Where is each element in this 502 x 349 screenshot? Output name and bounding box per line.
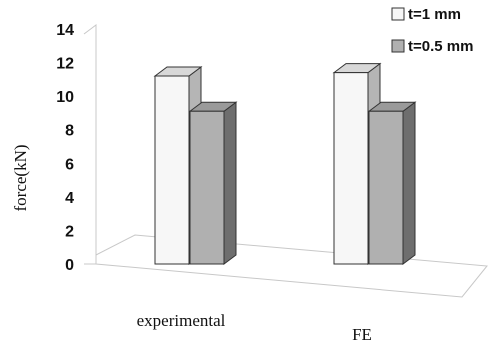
bar-side [223,101,237,265]
y-tick-label: 4 [65,190,74,207]
legend-item: t=0.5 mm [391,38,473,55]
y-tick-label: 6 [65,156,74,173]
bar-front [154,75,190,265]
bar-front [189,110,225,265]
bar-front [333,72,369,265]
legend-swatch [391,7,405,21]
legend-label: t=0.5 mm [408,38,473,55]
wall-edge [84,255,97,265]
category-label: experimental [137,311,226,330]
y-tick-label: 2 [65,223,74,240]
legend-swatch [391,39,405,53]
x-axis-labels: experimental FE [137,311,372,344]
bar [188,101,238,265]
chart-walls [83,24,488,298]
y-tick-label: 0 [65,257,74,274]
y-tick-label: 8 [65,123,74,140]
legend-label: t=1 mm [408,6,461,23]
legend: t=1 mm t=0.5 mm [391,6,473,55]
y-tick-label: 14 [56,22,74,39]
y-axis-label: force(kN) [11,144,30,211]
bar-side [402,101,416,265]
bars [153,62,417,265]
legend-item: t=1 mm [391,6,461,23]
back-wall [83,24,97,255]
bar [367,101,417,265]
y-axis: 0 2 4 6 8 10 12 14 [56,22,74,274]
category-label: FE [352,325,372,344]
floor [95,234,488,298]
bar-front [368,110,404,265]
y-tick-label: 12 [56,56,74,73]
y-tick-label: 10 [56,89,74,106]
